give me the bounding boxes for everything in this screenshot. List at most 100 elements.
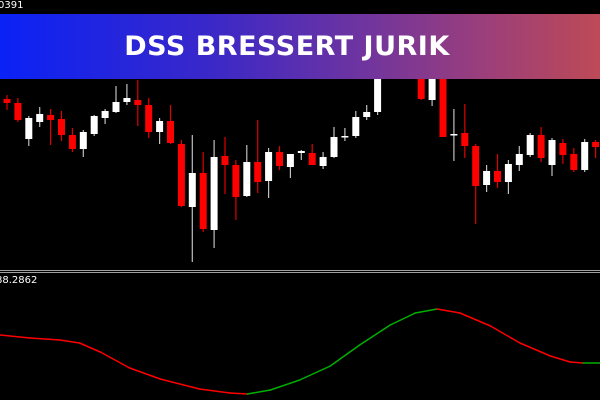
candle-body (79, 132, 87, 149)
candle (112, 86, 120, 113)
dss-segment (128, 367, 161, 380)
candle (14, 98, 22, 122)
candle (90, 115, 98, 136)
candle (167, 105, 174, 144)
candle-body (319, 157, 327, 166)
panel-separator[interactable] (0, 270, 600, 271)
candle-body (134, 100, 142, 105)
dss-segment (229, 392, 249, 395)
candle-body (3, 99, 11, 103)
candle-body (68, 135, 76, 149)
candle (101, 109, 109, 124)
dss-segment (358, 324, 391, 346)
candle-body (428, 60, 436, 100)
candle (450, 109, 458, 161)
candle-body (592, 142, 600, 147)
dss-segment (414, 308, 438, 314)
candle (341, 128, 349, 141)
candle-body (297, 151, 305, 153)
candle-body (483, 171, 491, 185)
candle-body (14, 103, 22, 120)
dss-segment (269, 379, 301, 391)
candle-body (243, 162, 251, 196)
candle-body (417, 62, 425, 99)
candle (68, 128, 76, 152)
candle (123, 84, 131, 105)
candle (472, 144, 480, 224)
candle-body (494, 171, 501, 182)
candle-body (515, 154, 523, 165)
candle (483, 165, 491, 192)
candle-body (504, 164, 512, 182)
candle-body (167, 121, 174, 143)
candle-body (308, 153, 316, 165)
dss-line-series (0, 308, 600, 395)
candle-body (374, 70, 382, 112)
candle-body (177, 144, 185, 206)
candle-body (570, 154, 578, 170)
candle (3, 95, 11, 110)
candle (254, 120, 262, 193)
dss-segment (459, 312, 492, 327)
dss-segment (569, 361, 584, 364)
candle-body (581, 142, 589, 170)
candle (265, 148, 273, 198)
dss-segment (489, 325, 521, 344)
candle-body (286, 154, 294, 167)
candle-body (36, 114, 44, 122)
candle (134, 80, 142, 126)
candle-body (221, 156, 229, 165)
candle-body (352, 117, 360, 136)
candle (221, 137, 229, 194)
banner-title: DSS BRESSERT JURIK (124, 31, 450, 62)
candle-body (439, 65, 447, 137)
candle-body (341, 136, 349, 138)
candle (58, 111, 65, 141)
candle (537, 127, 545, 162)
candle-body (548, 140, 556, 165)
candle (548, 138, 556, 176)
candle (504, 160, 512, 194)
dss-segment (519, 342, 552, 357)
dss-segment (436, 308, 461, 314)
price-top-label: 0391 (0, 0, 24, 11)
candle-body (265, 152, 273, 181)
candle-body (25, 118, 33, 139)
candle-body (90, 116, 98, 134)
dss-segment (59, 339, 81, 344)
candle (494, 154, 501, 188)
candle (592, 140, 600, 158)
indicator-top-label: 88.2862 (0, 275, 38, 286)
candle (363, 105, 371, 120)
dss-segment (329, 344, 361, 367)
candle-body (123, 98, 131, 102)
candle-body (276, 152, 283, 166)
candle (79, 130, 87, 157)
candle-body (199, 173, 207, 229)
candle (526, 133, 534, 157)
candle-body (559, 143, 567, 155)
candle (156, 118, 164, 144)
dss-segment (299, 365, 332, 381)
candle-body (254, 162, 262, 182)
candle (36, 107, 44, 127)
candle (297, 150, 305, 160)
candle (581, 139, 589, 172)
candle (319, 152, 327, 169)
candle-body (363, 112, 371, 117)
candle-body (450, 134, 458, 136)
candle (559, 139, 567, 164)
candle (330, 127, 338, 158)
candle (199, 152, 207, 232)
candle (515, 146, 523, 171)
candle-body (101, 111, 109, 118)
candle-body (112, 102, 120, 112)
dss-segment (0, 334, 31, 339)
candle-body (472, 146, 480, 186)
candle (352, 111, 360, 138)
candle-body (232, 165, 240, 197)
candle-body (47, 115, 55, 120)
candle (25, 116, 33, 146)
candle-body (461, 133, 469, 146)
dss-segment (159, 378, 201, 390)
